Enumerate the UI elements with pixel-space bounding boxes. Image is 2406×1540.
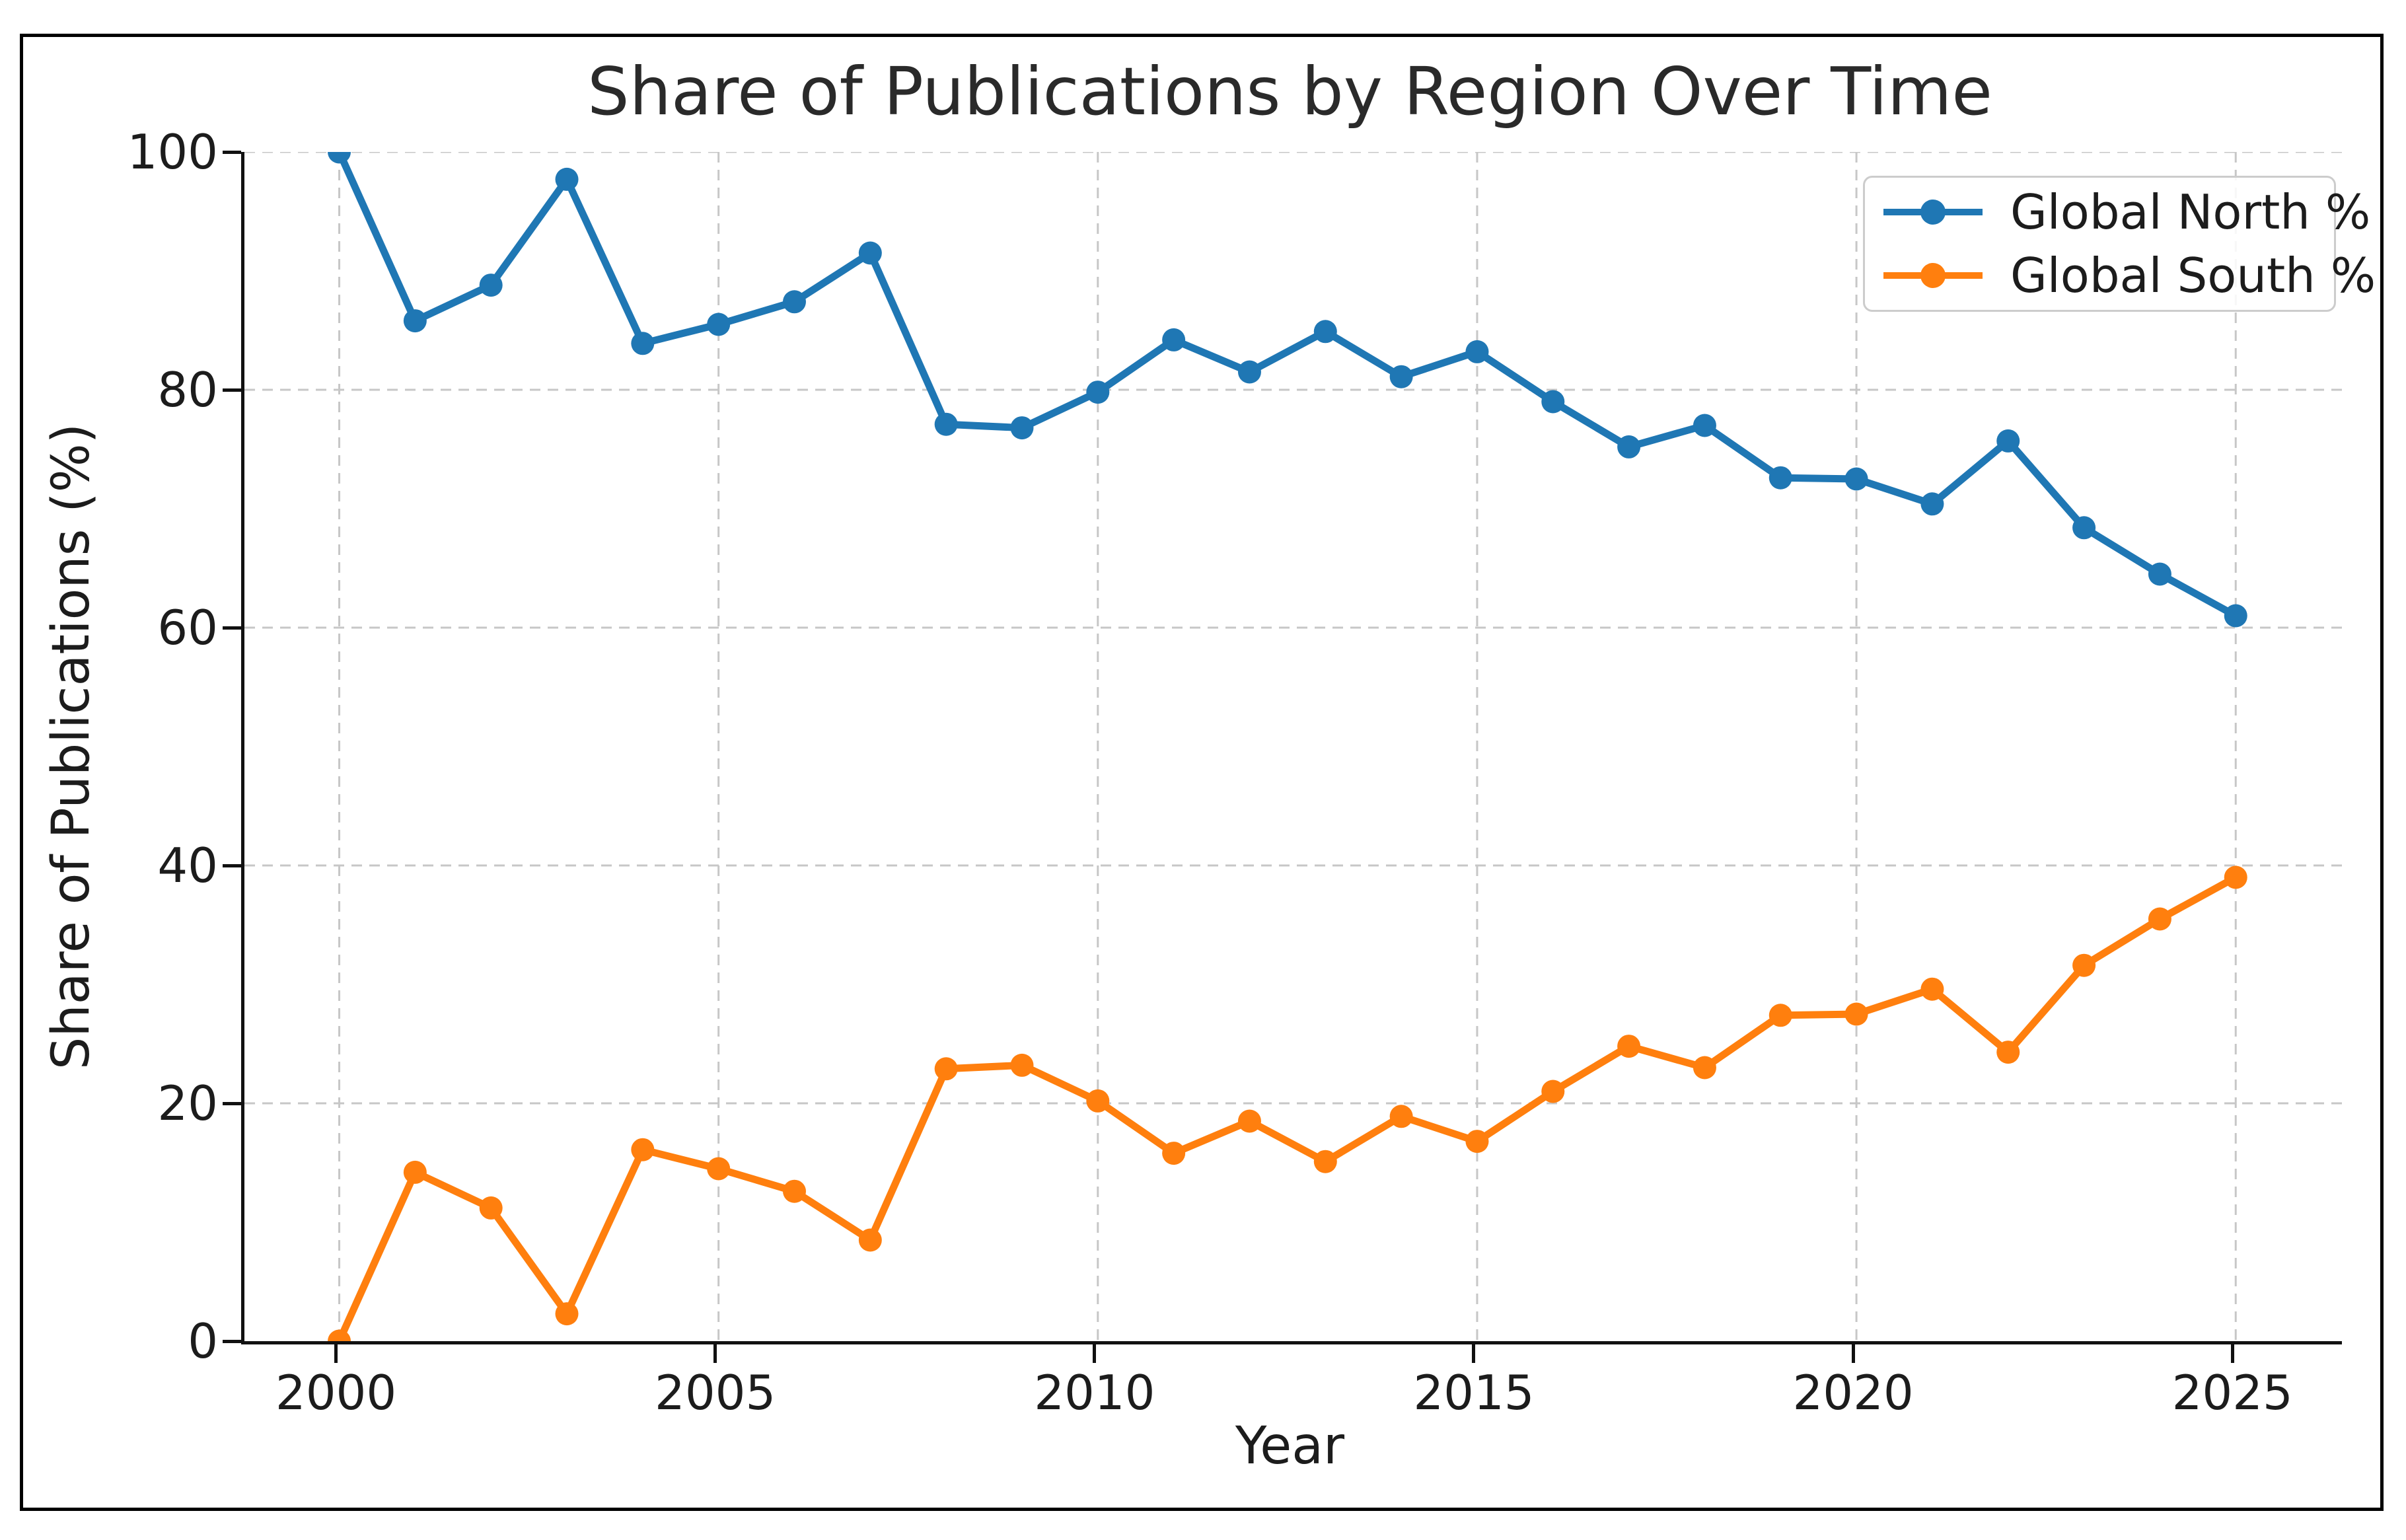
data-point-marker xyxy=(1693,414,1716,437)
chart-title: Share of Publications by Region Over Tim… xyxy=(587,53,1992,130)
data-point-marker xyxy=(555,1302,579,1326)
x-tick-label: 2005 xyxy=(655,1365,776,1420)
x-tick-label: 2020 xyxy=(1792,1365,1914,1420)
data-point-marker xyxy=(1617,1035,1641,1058)
data-point-marker xyxy=(1086,381,1110,404)
data-point-marker xyxy=(403,1160,427,1184)
y-tick-mark xyxy=(223,626,241,630)
data-point-marker xyxy=(403,309,427,333)
data-point-marker xyxy=(1844,1002,1868,1026)
data-point-marker xyxy=(631,1138,655,1161)
y-tick-label: 80 xyxy=(157,362,218,418)
x-tick-mark xyxy=(1472,1344,1476,1363)
data-point-marker xyxy=(1010,416,1034,440)
data-point-marker xyxy=(783,290,807,314)
legend: Global North % Global South % xyxy=(1863,176,2376,312)
x-tick-mark xyxy=(2230,1344,2234,1363)
legend-label-global-north: Global North % xyxy=(2010,184,2371,240)
data-point-marker xyxy=(1693,1056,1716,1080)
data-point-marker xyxy=(783,1179,807,1203)
data-point-marker xyxy=(2072,953,2096,977)
y-tick-label: 20 xyxy=(157,1076,218,1131)
data-point-marker xyxy=(707,1157,731,1181)
plot-area xyxy=(241,152,2342,1344)
x-tick-label: 2010 xyxy=(1034,1365,1155,1420)
x-tick-label: 2015 xyxy=(1413,1365,1535,1420)
y-tick-label: 60 xyxy=(157,600,218,655)
data-point-marker xyxy=(1313,320,1337,344)
y-tick-label: 0 xyxy=(188,1313,218,1369)
global-south-line-marker-icon xyxy=(1883,262,1983,289)
series-line xyxy=(336,152,2240,620)
global-north-line-marker-icon xyxy=(1883,199,1983,225)
data-point-marker xyxy=(1541,390,1565,414)
data-point-marker xyxy=(1768,466,1792,490)
x-tick-mark xyxy=(1851,1344,1855,1363)
data-point-marker xyxy=(1768,1004,1792,1027)
legend-item-global-north: Global North % xyxy=(1878,183,2370,241)
legend-item-global-south: Global South % xyxy=(1878,246,2376,305)
data-point-marker xyxy=(1617,435,1641,458)
data-point-marker xyxy=(1996,429,2020,453)
data-point-marker xyxy=(1237,1109,1261,1133)
data-point-marker xyxy=(479,1196,503,1220)
y-tick-label: 40 xyxy=(157,838,218,893)
series-line xyxy=(336,873,2240,1341)
y-tick-mark xyxy=(223,863,241,867)
data-point-marker xyxy=(1920,977,1944,1001)
y-tick-mark xyxy=(223,388,241,392)
data-point-marker xyxy=(2224,865,2247,889)
data-point-marker xyxy=(934,1057,958,1081)
data-point-marker xyxy=(1313,1150,1337,1173)
data-point-marker xyxy=(328,1329,351,1341)
x-tick-mark xyxy=(334,1344,338,1363)
data-point-marker xyxy=(479,274,503,297)
data-point-marker xyxy=(1465,1130,1489,1154)
y-tick-mark xyxy=(223,1339,241,1343)
data-point-marker xyxy=(1389,1105,1413,1128)
data-point-marker xyxy=(858,241,882,265)
data-point-marker xyxy=(1996,1041,2020,1064)
data-point-marker xyxy=(328,152,351,164)
data-point-marker xyxy=(555,167,579,191)
data-point-marker xyxy=(2148,562,2171,586)
data-point-marker xyxy=(2148,907,2171,931)
legend-label-global-south: Global South % xyxy=(2010,248,2376,303)
data-point-marker xyxy=(1920,492,1944,516)
data-point-marker xyxy=(1465,340,1489,363)
y-tick-mark xyxy=(223,150,241,154)
x-axis-label: Year xyxy=(1235,1416,1345,1476)
x-tick-mark xyxy=(1093,1344,1097,1363)
data-point-marker xyxy=(934,412,958,436)
data-point-marker xyxy=(1389,365,1413,388)
data-point-marker xyxy=(858,1228,882,1252)
x-tick-mark xyxy=(713,1344,717,1363)
data-point-marker xyxy=(1237,360,1261,384)
data-point-marker xyxy=(1086,1089,1110,1113)
data-point-marker xyxy=(1162,1142,1186,1165)
data-point-marker xyxy=(2224,604,2247,628)
y-tick-label: 100 xyxy=(127,124,218,180)
x-tick-label: 2025 xyxy=(2171,1365,2293,1420)
data-point-marker xyxy=(2072,516,2096,540)
y-axis-label: Share of Publications (%) xyxy=(42,423,101,1070)
data-point-marker xyxy=(1010,1053,1034,1077)
data-point-marker xyxy=(1541,1080,1565,1103)
data-point-marker xyxy=(707,312,731,336)
data-point-marker xyxy=(631,332,655,355)
y-tick-mark xyxy=(223,1101,241,1105)
data-point-marker xyxy=(1162,328,1186,351)
data-point-marker xyxy=(1844,467,1868,491)
chart-canvas xyxy=(244,152,2342,1341)
x-tick-label: 2000 xyxy=(275,1365,397,1420)
